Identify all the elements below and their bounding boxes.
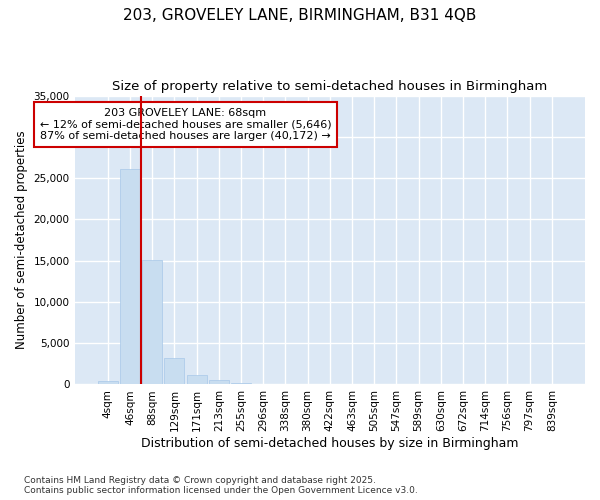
Y-axis label: Number of semi-detached properties: Number of semi-detached properties [15,130,28,350]
Bar [98,381,118,384]
Bar [209,380,229,384]
Bar [164,358,184,384]
Text: Contains HM Land Registry data © Crown copyright and database right 2025.
Contai: Contains HM Land Registry data © Crown c… [24,476,418,495]
X-axis label: Distribution of semi-detached houses by size in Birmingham: Distribution of semi-detached houses by … [141,437,518,450]
Title: Size of property relative to semi-detached houses in Birmingham: Size of property relative to semi-detach… [112,80,547,93]
Bar [187,374,206,384]
Bar [231,383,251,384]
Bar [142,260,162,384]
Text: 203 GROVELEY LANE: 68sqm
← 12% of semi-detached houses are smaller (5,646)
87% o: 203 GROVELEY LANE: 68sqm ← 12% of semi-d… [40,108,331,141]
Bar [120,169,140,384]
Text: 203, GROVELEY LANE, BIRMINGHAM, B31 4QB: 203, GROVELEY LANE, BIRMINGHAM, B31 4QB [124,8,476,22]
